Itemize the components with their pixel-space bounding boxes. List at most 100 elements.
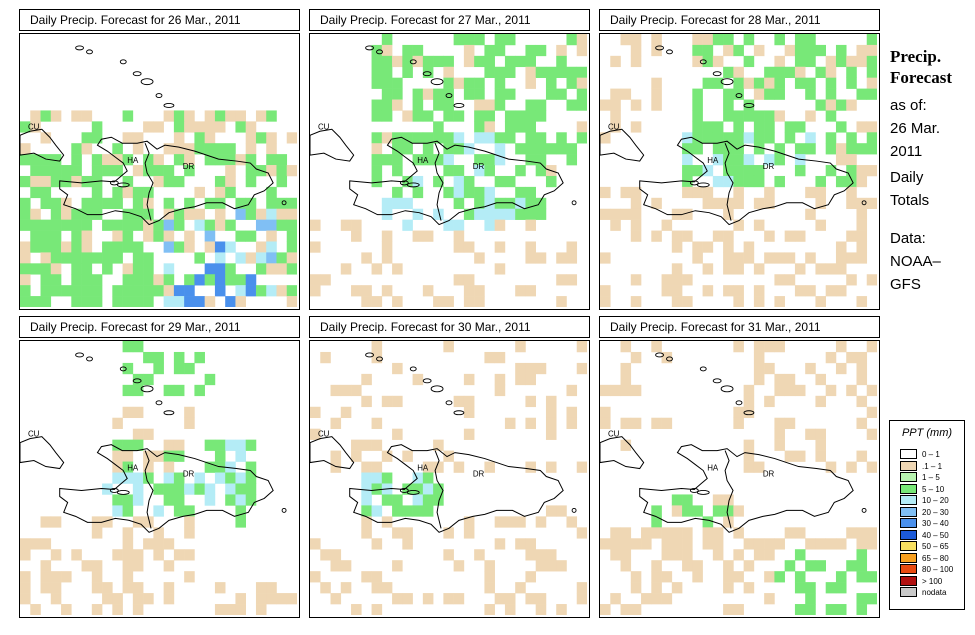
precip-cell (712, 527, 724, 539)
precip-cell (194, 252, 205, 264)
country-label-dominican-republic: DR (183, 162, 195, 171)
precip-cell (245, 285, 257, 297)
precip-cell (412, 175, 424, 188)
precip-cell (351, 219, 362, 231)
precip-cell (692, 560, 703, 572)
precip-cell (856, 593, 868, 605)
precip-cell (484, 66, 495, 78)
precip-cell (825, 143, 837, 155)
precip-cell (71, 296, 82, 307)
precip-cell (310, 571, 321, 583)
precip-cell (143, 274, 154, 286)
precip-grid: CU HA DR (310, 34, 587, 307)
precip-cell (743, 461, 755, 473)
precip-cell (764, 132, 775, 144)
precip-cell (371, 175, 383, 188)
precip-cell (40, 516, 52, 528)
precip-cell (392, 296, 403, 307)
precip-cell (286, 219, 297, 231)
precip-cell (846, 527, 857, 539)
precip-cell (122, 186, 134, 199)
precip-cell (443, 99, 454, 111)
panel-title: Daily Precip. Forecast for 29 Mar., 2011 (19, 316, 300, 338)
precip-cell (184, 197, 195, 210)
precip-cell (91, 285, 103, 297)
precip-cell (255, 110, 267, 122)
precip-cell (661, 274, 673, 286)
precip-cell (351, 604, 362, 615)
precip-cell (723, 143, 734, 155)
precip-cell (173, 450, 185, 462)
precip-cell (733, 154, 744, 166)
precip-cell (184, 230, 195, 242)
precip-cell (835, 121, 847, 133)
precip-cell (81, 252, 93, 264)
precip-cell (204, 230, 216, 242)
precip-cell (153, 362, 164, 375)
precip-cell (132, 582, 144, 594)
precip-cell (825, 285, 837, 297)
precip-cell (535, 197, 547, 210)
precip-cell (620, 186, 632, 199)
precip-cell (484, 197, 495, 210)
precip-cell (225, 263, 236, 275)
precip-cell (102, 197, 113, 210)
precip-cell (122, 406, 134, 419)
precip-cell (774, 88, 785, 100)
precip-map: CU HA DR (309, 33, 590, 310)
small-island (655, 45, 664, 51)
precip-cell (340, 384, 352, 397)
precip-cell (743, 55, 755, 68)
precip-cell (40, 165, 52, 177)
precip-cell (214, 472, 226, 484)
precip-cell (866, 132, 877, 144)
precip-cell (204, 296, 216, 307)
precip-cell (453, 175, 465, 188)
precip-cell (112, 154, 123, 166)
precip-cell (474, 77, 485, 89)
precip-cell (774, 252, 785, 264)
precip-cell (515, 582, 526, 594)
precip-cell (361, 483, 372, 495)
small-island (399, 488, 409, 493)
precip-cell (392, 494, 403, 506)
precip-cell (630, 186, 642, 199)
precip-cell (443, 55, 454, 68)
precip-cell (651, 77, 662, 89)
precip-cell (122, 341, 134, 353)
precip-cell (132, 263, 144, 275)
precip-cell (102, 165, 113, 177)
precip-cell (576, 132, 587, 144)
precip-cell (132, 593, 144, 605)
precip-cell (753, 132, 765, 144)
precip-cell (310, 428, 321, 440)
small-island (406, 490, 420, 495)
precip-cell (856, 44, 868, 57)
precip-cell (361, 571, 372, 583)
side-title: Precip. Forecast (890, 46, 952, 88)
precip-cell (40, 132, 52, 144)
precip-cell (235, 604, 246, 615)
precip-cell (153, 154, 164, 166)
precip-cell (566, 384, 578, 397)
precip-cell (225, 483, 236, 495)
precip-cell (381, 99, 393, 111)
precip-cell (463, 516, 475, 528)
precip-cell (286, 285, 297, 297)
precip-cell (835, 582, 847, 594)
precip-cell (153, 219, 164, 231)
precip-cell (310, 538, 321, 550)
precip-cell (815, 296, 826, 307)
precip-cell (846, 143, 857, 155)
precip-cell (794, 121, 806, 133)
precip-cell (620, 417, 632, 429)
precip-cell (20, 571, 31, 583)
precip-cell (494, 132, 506, 144)
precip-cell (194, 132, 205, 144)
precip-cell (381, 197, 393, 210)
small-island (281, 507, 287, 513)
precip-cell (214, 263, 226, 275)
precip-cell (433, 154, 444, 166)
precip-cell (743, 538, 755, 550)
precip-cell (620, 527, 632, 539)
